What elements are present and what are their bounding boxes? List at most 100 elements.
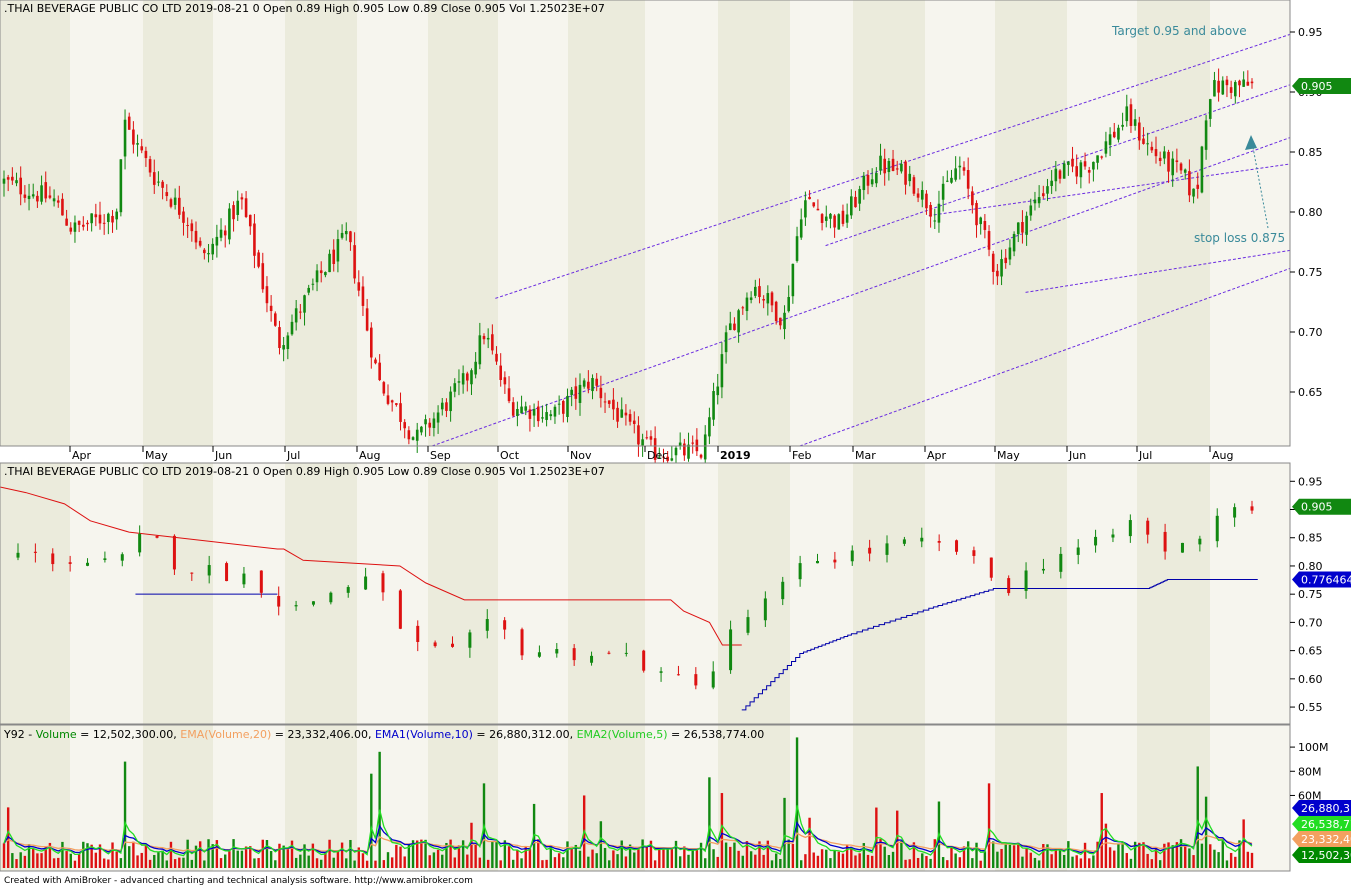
price-body — [190, 223, 194, 232]
price-body — [52, 198, 56, 202]
volume-bar — [190, 859, 194, 868]
price-body — [900, 163, 903, 172]
weekly-panel: .THAI BEVERAGE PUBLIC CO LTD 2019-08-21 … — [0, 462, 1351, 725]
weekly-body — [416, 625, 420, 642]
volume-bar — [645, 847, 648, 868]
price-body — [1196, 184, 1200, 189]
price-body — [1087, 170, 1091, 173]
volume-bar — [311, 843, 315, 868]
price-body — [324, 272, 327, 276]
weekly-body — [381, 573, 385, 593]
price-body — [411, 437, 415, 440]
volume-bar — [687, 854, 690, 868]
price-body — [86, 222, 89, 225]
price-body — [1075, 166, 1078, 177]
month-label: Jul — [286, 449, 300, 462]
price-body — [620, 409, 624, 418]
ema10-line — [3, 820, 1253, 855]
weekly-body — [1215, 515, 1219, 542]
volume-bar — [758, 841, 761, 868]
volume-bar — [178, 857, 181, 868]
price-body — [11, 176, 14, 181]
volume-bar — [390, 857, 394, 868]
volume-bar — [315, 858, 319, 868]
volume-bar — [537, 839, 540, 868]
volume-bar — [704, 858, 707, 868]
volume-bar — [720, 793, 724, 868]
month-band — [995, 0, 1067, 446]
volume-bar — [1179, 839, 1183, 868]
trendline — [799, 267, 1291, 447]
volume-bar — [891, 851, 895, 868]
price-body — [386, 395, 390, 404]
price-body — [219, 229, 223, 238]
price-body — [887, 160, 891, 173]
price-body — [40, 185, 43, 202]
price-body — [2, 178, 6, 184]
price-body — [1179, 163, 1183, 171]
price-body — [228, 208, 231, 240]
volume-bar — [946, 860, 949, 868]
price-body — [774, 301, 778, 322]
volume-bar — [1242, 819, 1245, 868]
volume-legend: Y92 - Volume = 12,502,300.00, EMA(Volume… — [3, 728, 764, 741]
weekly-body — [850, 550, 854, 562]
volume-bar — [299, 854, 302, 868]
weekly-candles — [16, 500, 1254, 690]
price-body — [670, 458, 674, 461]
price-body — [98, 214, 102, 224]
volume-bar — [1188, 848, 1191, 868]
volume-bar — [424, 839, 427, 868]
volume-bar — [1125, 853, 1128, 868]
volume-bar — [1250, 852, 1254, 868]
volume-bar — [461, 840, 465, 868]
volume-bar — [186, 839, 189, 868]
price-body — [1188, 171, 1191, 196]
price-body — [687, 444, 690, 459]
weekly-body — [120, 554, 124, 561]
price-body — [148, 159, 152, 173]
volume-bar — [261, 839, 264, 868]
price-body — [829, 213, 832, 219]
volume-bar — [1150, 859, 1154, 868]
volume-bar — [486, 859, 490, 868]
volume-bar — [729, 846, 732, 868]
price-body — [557, 403, 561, 405]
volume-bar — [169, 841, 173, 868]
price-body — [1016, 222, 1020, 235]
volume-bar — [962, 846, 966, 868]
weekly-body — [694, 674, 698, 686]
price-body — [1025, 215, 1028, 235]
price-body — [779, 317, 782, 326]
price-body — [607, 400, 611, 404]
price-body — [399, 403, 402, 422]
volume-bar — [32, 848, 35, 868]
price-body — [612, 399, 615, 410]
price-body — [908, 173, 912, 182]
volume-bar — [407, 844, 411, 868]
volume-y-label: 80M — [1298, 765, 1322, 778]
price-body — [482, 335, 486, 340]
price-body — [1046, 186, 1049, 194]
price-body — [724, 332, 728, 353]
volume-bar — [678, 856, 682, 868]
volume-bar — [699, 842, 703, 868]
volume-bar — [1167, 842, 1170, 868]
price-body — [44, 182, 48, 199]
volume-bar — [1071, 856, 1074, 868]
volume-bar — [1192, 855, 1195, 868]
price-body — [294, 308, 298, 323]
volume-last-value-tags: 26,880,31 26,538,77 23,332,40 12,502,30 — [1292, 800, 1351, 863]
month-label: Oct — [500, 449, 520, 462]
volume-bar — [48, 842, 52, 868]
price-body — [666, 456, 669, 461]
volume-bar — [98, 844, 102, 868]
volume-bar — [774, 853, 778, 868]
volume-bar — [449, 839, 452, 868]
price-body — [1229, 87, 1233, 93]
price-body — [716, 386, 720, 396]
volume-bar — [286, 847, 290, 868]
volume-bar — [232, 839, 235, 868]
price-body — [420, 426, 423, 433]
price-body — [708, 417, 711, 437]
